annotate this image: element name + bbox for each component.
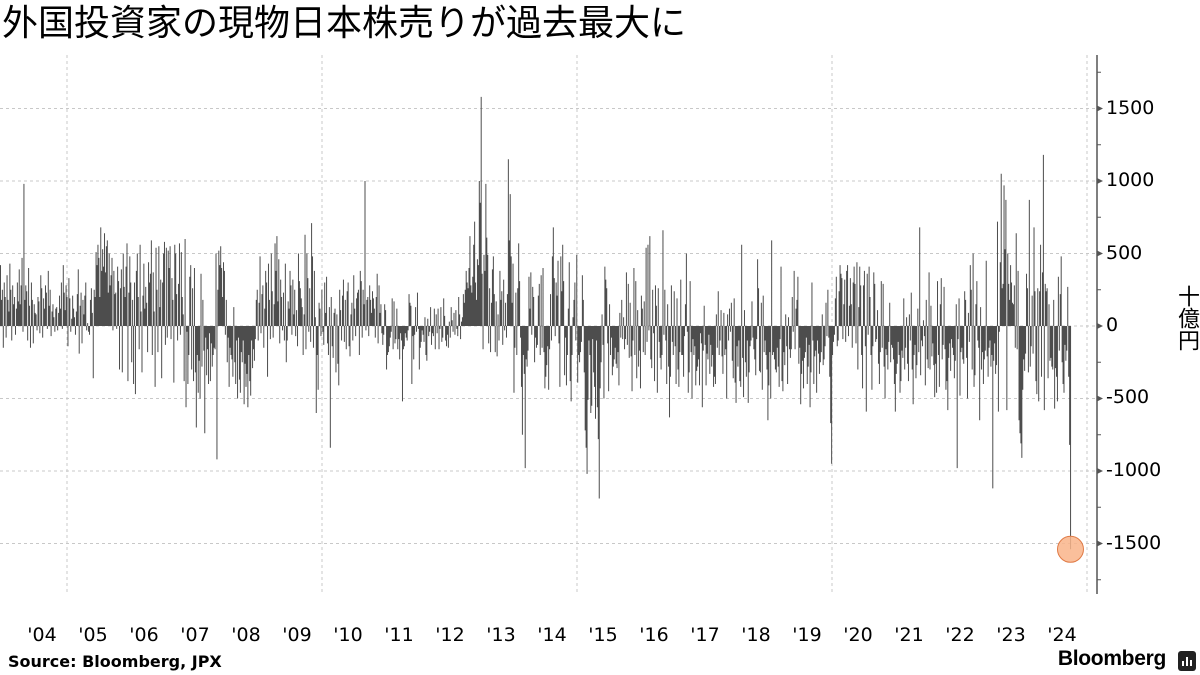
x-tick-label: '13 [486, 624, 516, 646]
x-tick-label: '16 [639, 624, 669, 646]
x-tick-label: '22 [945, 624, 975, 646]
y-tick-label: -1500 [1106, 532, 1162, 554]
x-tick-label: '09 [282, 624, 312, 646]
x-tick-label: '07 [180, 624, 210, 646]
x-tick-label: '12 [435, 624, 465, 646]
chart-title: 外国投資家の現物日本株売りが過去最大に [2, 3, 687, 44]
bloomberg-chart-icon [1178, 651, 1196, 671]
x-tick-label: '18 [741, 624, 771, 646]
highlight-marker [1056, 535, 1084, 563]
y-axis [1096, 55, 1103, 594]
y-tick-label: 500 [1106, 242, 1143, 264]
x-tick-label: '14 [537, 624, 567, 646]
x-tick-label: '17 [690, 624, 720, 646]
x-tick-label: '08 [231, 624, 261, 646]
x-tick-label: '05 [78, 624, 108, 646]
x-tick-label: '06 [129, 624, 159, 646]
x-tick-label: '20 [843, 624, 873, 646]
y-tick-label: 0 [1106, 314, 1119, 336]
x-tick-label: '24 [1047, 624, 1077, 646]
x-tick-label: '04 [27, 624, 57, 646]
x-tick-label: '10 [333, 624, 363, 646]
x-tick-label: '23 [996, 624, 1026, 646]
y-tick-label: -500 [1106, 386, 1150, 408]
x-tick-label: '11 [384, 624, 414, 646]
bloomberg-logo-text: Bloomberg [1057, 647, 1166, 670]
x-tick-label: '21 [894, 624, 924, 646]
y-tick-label: 1000 [1106, 169, 1155, 191]
x-tick-label: '15 [588, 624, 618, 646]
y-tick-label: -1000 [1106, 459, 1162, 481]
source-note: Source: Bloomberg, JPX [8, 652, 222, 671]
bar-series [0, 96, 1072, 550]
x-tick-label: '19 [792, 624, 822, 646]
y-tick-label: 1500 [1106, 97, 1155, 119]
y-axis-unit: 十億円 [1174, 285, 1199, 351]
